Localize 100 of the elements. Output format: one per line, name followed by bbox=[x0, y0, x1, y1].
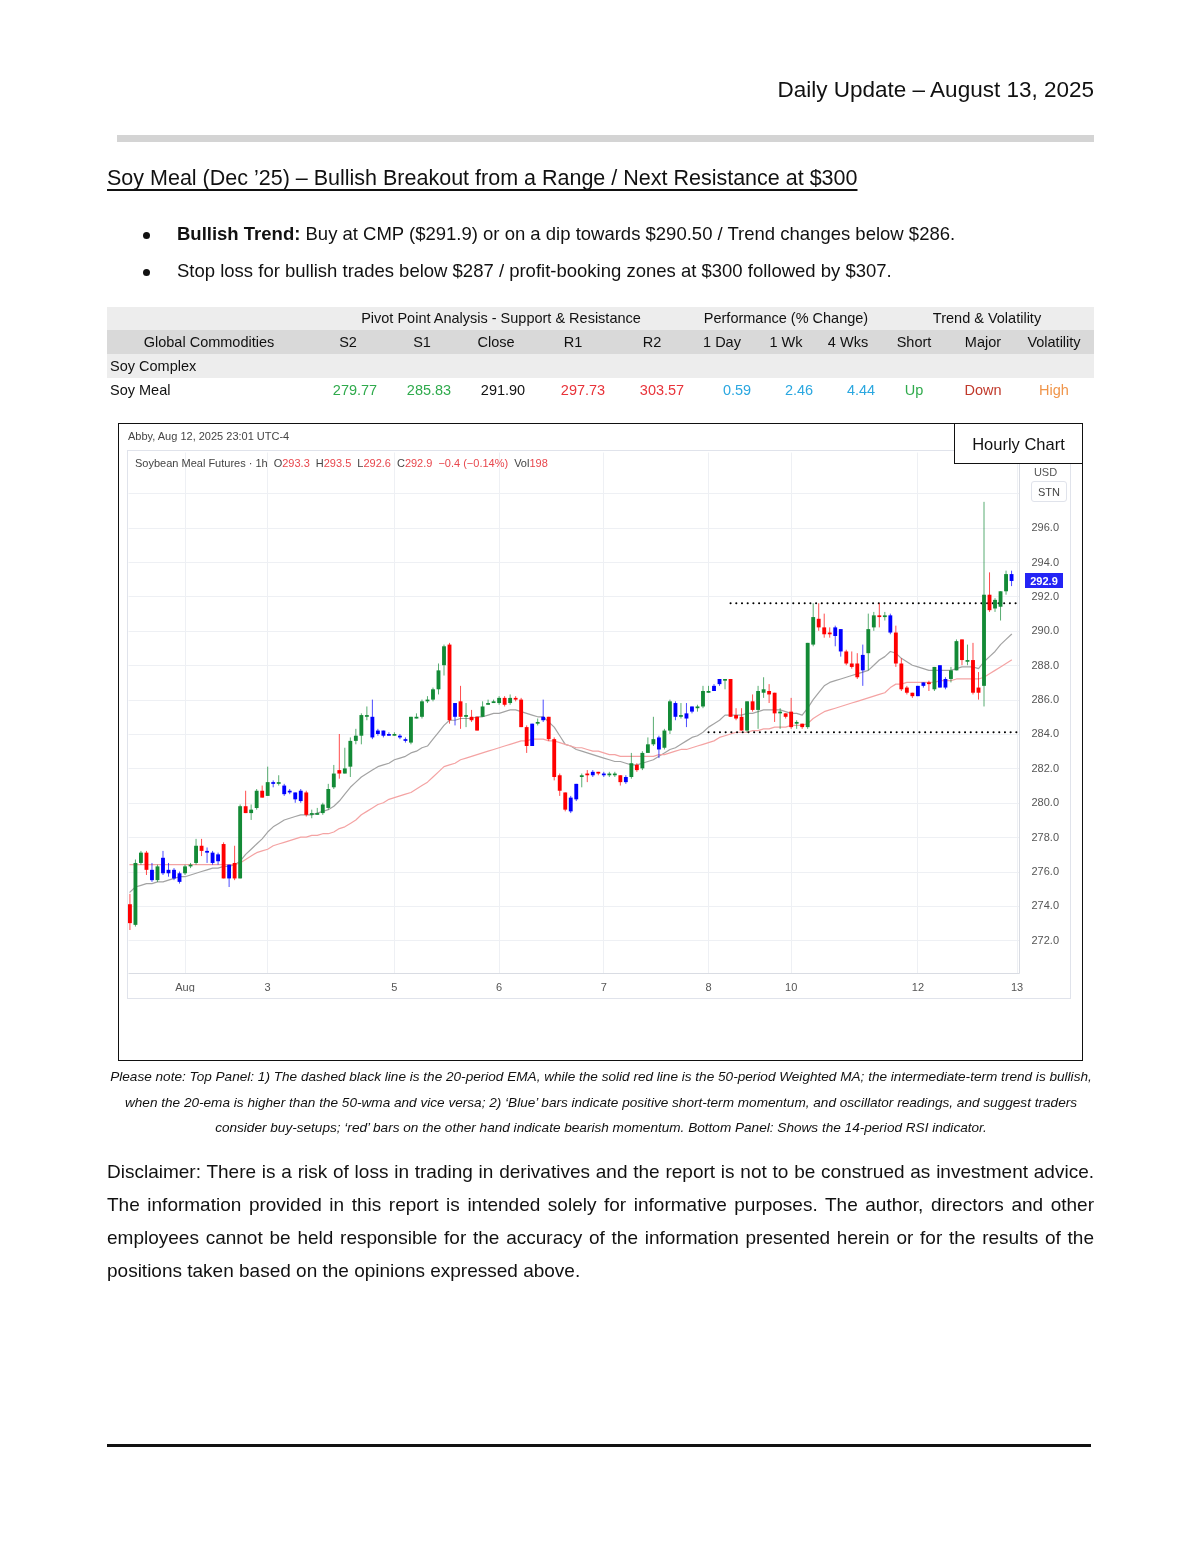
candlestick bbox=[640, 750, 645, 771]
x-tick-label: 12 bbox=[911, 980, 925, 993]
candlestick bbox=[386, 731, 391, 737]
y-tick-label: 292.0 bbox=[1031, 589, 1060, 602]
text: Volatility bbox=[1027, 334, 1081, 350]
text: 297.73 bbox=[560, 382, 606, 398]
y-tick-label: 286.0 bbox=[1031, 693, 1060, 706]
y-tick-label: 288.0 bbox=[1031, 658, 1060, 671]
candlestick bbox=[364, 705, 369, 721]
candlestick bbox=[370, 699, 375, 740]
annotation: L292.6 bbox=[357, 457, 391, 469]
x-tick-label: 8 bbox=[705, 980, 712, 993]
candlestick bbox=[960, 638, 964, 666]
candlestick bbox=[150, 862, 154, 883]
candlestick bbox=[656, 735, 661, 759]
text: Major bbox=[964, 334, 1002, 350]
candlestick bbox=[359, 712, 364, 745]
text: 285.83 bbox=[406, 382, 452, 398]
candlestick bbox=[304, 790, 309, 818]
text: S1 bbox=[413, 334, 431, 350]
y-tick-label: 294.0 bbox=[1031, 555, 1060, 568]
x-tick-label: 7 bbox=[600, 980, 607, 993]
text: R2 bbox=[642, 334, 662, 350]
candlestick bbox=[938, 664, 942, 689]
text: Pivot Point Analysis - Support & Resistance bbox=[361, 310, 641, 326]
candlestick bbox=[888, 613, 893, 635]
y-axis-title: USD bbox=[1033, 465, 1058, 478]
y-tick-label: 282.0 bbox=[1031, 761, 1060, 774]
text: Down bbox=[964, 382, 1002, 398]
candlestick bbox=[734, 707, 738, 721]
candlestick bbox=[822, 613, 827, 639]
candlestick bbox=[541, 699, 546, 723]
candlestick bbox=[684, 702, 689, 728]
candlestick bbox=[508, 693, 513, 706]
x-tick-label: 3 bbox=[264, 980, 271, 993]
y-tick-label: 276.0 bbox=[1031, 865, 1060, 878]
candlestick bbox=[701, 685, 705, 709]
candlestick bbox=[838, 628, 843, 658]
text: S2 bbox=[339, 334, 357, 350]
text: Disclaimer: There is a risk of loss in trading in derivatives and the report is not to be construed as investment advice. The information provided in this report is intended solely for informative purposes. The author, directors and other employees cannot be held responsible for the accuracy of the information presented herein or for the results of the positions taken based on the opinions expressed above. bbox=[107, 1160, 1094, 1283]
text: 1 Wk bbox=[769, 334, 803, 350]
candlestick bbox=[833, 625, 838, 647]
candlestick bbox=[331, 764, 336, 790]
annotation: O293.3 bbox=[273, 457, 310, 469]
x-tick-label: 5 bbox=[391, 980, 398, 993]
text: Global Commodities bbox=[143, 334, 275, 350]
x-tick-label: 10 bbox=[785, 980, 798, 993]
candlestick bbox=[442, 644, 446, 677]
candlestick bbox=[453, 702, 457, 726]
candlestick bbox=[276, 774, 281, 787]
candlestick bbox=[205, 846, 209, 864]
y-tick-label: 274.0 bbox=[1031, 899, 1060, 912]
y-tick-label: 296.0 bbox=[1031, 521, 1060, 534]
text: 1 Day bbox=[703, 334, 741, 350]
candlestick bbox=[486, 699, 491, 706]
text: 303.57 bbox=[639, 382, 685, 398]
x-tick-label: 13 bbox=[1010, 980, 1024, 993]
candlestick bbox=[194, 838, 198, 866]
candlestick bbox=[871, 611, 876, 632]
annotation: −0.4 (−0.14%) bbox=[438, 457, 509, 469]
text: Short bbox=[896, 334, 932, 350]
text: 0.59 bbox=[722, 382, 752, 398]
candlestick bbox=[420, 699, 424, 720]
candlestick bbox=[629, 752, 634, 780]
candlestick bbox=[254, 788, 259, 811]
candlestick bbox=[926, 680, 931, 692]
text: Trend & Volatility bbox=[932, 310, 1042, 326]
text: 279.77 bbox=[332, 382, 378, 398]
candlestick bbox=[651, 716, 656, 747]
candlestick bbox=[563, 791, 568, 812]
candlestick bbox=[546, 716, 551, 742]
text: 4.44 bbox=[846, 382, 876, 398]
candlestick bbox=[524, 724, 529, 754]
text: 291.90 bbox=[480, 382, 526, 398]
candlestick bbox=[232, 845, 237, 881]
text: R1 bbox=[563, 334, 583, 350]
candlestick bbox=[860, 644, 865, 687]
candlestick bbox=[128, 893, 132, 931]
annotation: C292.9 bbox=[396, 457, 433, 469]
annotation: Vol198 bbox=[514, 457, 548, 469]
text: Performance (% Change) bbox=[703, 310, 869, 326]
candlestick bbox=[816, 602, 821, 632]
text: Bullish Trend: bbox=[177, 223, 301, 244]
candlestick bbox=[662, 728, 667, 750]
y-tick-label: 278.0 bbox=[1031, 830, 1060, 843]
candlestick bbox=[723, 678, 727, 690]
candlestick bbox=[342, 747, 347, 775]
candlestick bbox=[337, 733, 342, 780]
text: Please note: Top Panel: 1) The dashed black line is the 20-period EMA, while the solid red line is the 50-period Weighted MA; the intermediate-term trend is bullish, when the 20-ema is higher than the 50-wma and vice versa; 2) ‘Blue’ bars indicate positive short-term momentum, and oscillator readings, and suggest traders consider buy-setups; ‘red’ bars on the other hand indicate bearish momentum. Bottom Panel: Shows the 14-period RSI indicator. bbox=[109, 1068, 1093, 1137]
candlestick bbox=[932, 666, 937, 692]
text: 4 Wks bbox=[827, 334, 869, 350]
text: Stop loss for bullish trades below $287 / profit-booking zones at $300 followed by $307. bbox=[177, 260, 892, 281]
annotation: H293.5 bbox=[315, 457, 352, 469]
candlestick bbox=[772, 692, 777, 723]
text: Close bbox=[477, 334, 515, 350]
candlestick bbox=[464, 702, 468, 728]
candlestick bbox=[877, 602, 882, 628]
y-tick-label: 290.0 bbox=[1031, 624, 1060, 637]
text: Soy Complex bbox=[110, 358, 197, 374]
chart-subtitle: Daily Update – August 13, 2025 bbox=[777, 77, 1094, 103]
